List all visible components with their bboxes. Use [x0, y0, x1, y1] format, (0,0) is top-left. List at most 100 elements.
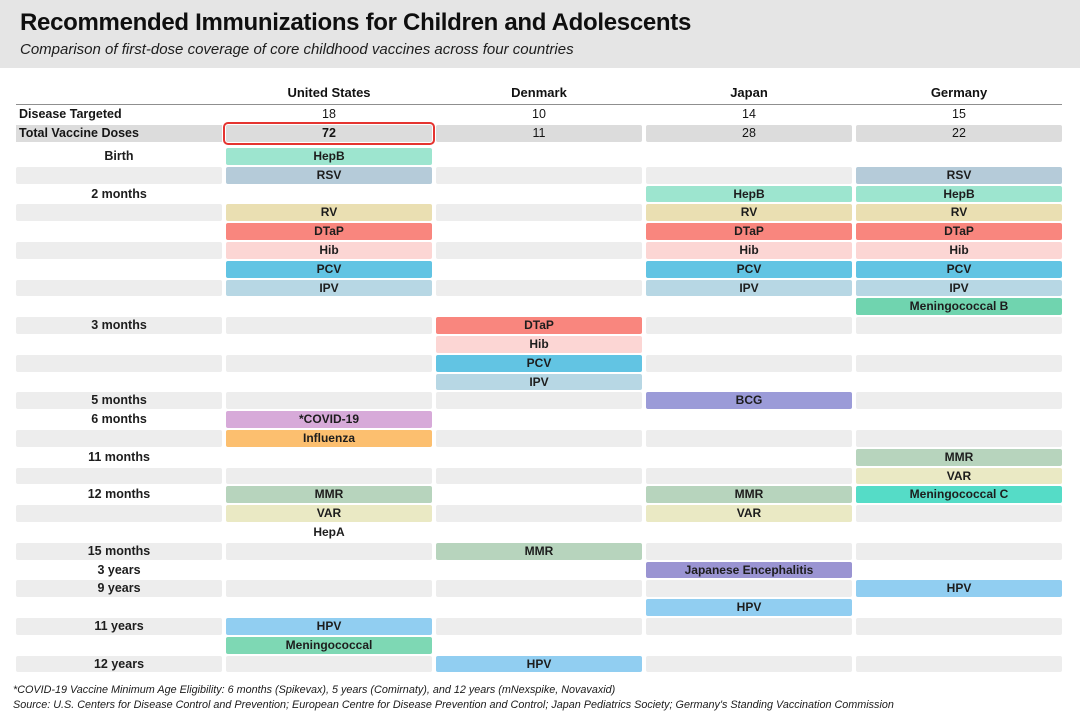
- empty-cell-us: [226, 186, 432, 203]
- empty-cell-germany: [856, 637, 1062, 654]
- schedule-row: Meningococcal: [16, 636, 1062, 655]
- schedule-row: 12 years HPV: [16, 655, 1062, 674]
- vaccine-pill-denmark: PCV: [436, 354, 642, 372]
- footnote-source: Source: U.S. Centers for Disease Control…: [13, 698, 894, 711]
- vaccine-pill-us: MMR: [226, 486, 432, 504]
- vaccine-pill-germany: VAR: [856, 467, 1062, 485]
- schedule-row: Hib Hib Hib: [16, 241, 1062, 260]
- schedule-row: IPV: [16, 373, 1062, 392]
- empty-cell-us: [226, 655, 432, 673]
- age-label: [16, 261, 222, 278]
- page-title: Recommended Immunizations for Children a…: [20, 9, 692, 36]
- vaccine-pill-us: VAR: [226, 505, 432, 522]
- vaccine-pill-japan: VAR: [646, 505, 852, 522]
- vaccine-pill-us: RSV: [226, 166, 432, 184]
- empty-cell-denmark: [436, 186, 642, 203]
- immunization-table: United States Denmark Japan Germany Disease…: [16, 78, 1062, 673]
- vaccine-pill-germany: HepB: [856, 185, 1062, 203]
- empty-cell-denmark: [436, 524, 642, 541]
- empty-cell-denmark: [436, 148, 642, 165]
- vaccine-pill-japan: RV: [646, 204, 852, 222]
- empty-cell-denmark: [436, 429, 642, 447]
- empty-cell-germany: [856, 505, 1062, 522]
- stat-value-us: 18: [322, 107, 336, 121]
- age-label: [16, 204, 222, 222]
- empty-cell-germany: [856, 392, 1062, 410]
- age-label: 2 months: [91, 186, 147, 201]
- empty-cell-denmark: [436, 580, 642, 598]
- empty-cell-denmark: [436, 392, 642, 410]
- empty-cell-us: [226, 467, 432, 485]
- age-label: [16, 223, 222, 240]
- empty-cell-denmark: [436, 204, 642, 222]
- country-header-row: United States Denmark Japan Germany: [16, 78, 1062, 105]
- stat-value-japan: 28: [646, 125, 852, 142]
- empty-cell-japan: [646, 411, 852, 428]
- empty-cell-japan: [646, 336, 852, 353]
- age-label: [16, 637, 222, 654]
- schedule-row: RSV RSV: [16, 166, 1062, 185]
- age-label: 15 months: [16, 542, 222, 560]
- empty-cell-denmark: [436, 505, 642, 522]
- vaccine-pill-us: RV: [226, 204, 432, 222]
- stat-value-denmark: 10: [532, 107, 546, 121]
- age-label: 11 months: [88, 449, 150, 464]
- empty-cell-us: [226, 298, 432, 315]
- vaccine-pill-denmark: HPV: [436, 655, 642, 673]
- schedule-row: Influenza: [16, 429, 1062, 448]
- schedule-row: 3 months DTaP: [16, 316, 1062, 335]
- age-label: 3 years: [97, 562, 141, 577]
- schedule-row: Birth HepB: [16, 147, 1062, 166]
- empty-cell-germany: [856, 354, 1062, 372]
- vaccine-pill-germany: PCV: [856, 260, 1062, 278]
- empty-cell-japan: [646, 298, 852, 315]
- empty-cell-us: [226, 354, 432, 372]
- age-label: 11 years: [16, 617, 222, 635]
- empty-cell-us: [226, 374, 432, 391]
- vaccine-pill-japan: IPV: [646, 279, 852, 297]
- age-label: 12 months: [87, 487, 151, 502]
- vaccine-pill-japan: BCG: [646, 392, 852, 410]
- empty-cell-denmark: [436, 562, 642, 579]
- vaccine-pill-japan: Hib: [646, 241, 852, 259]
- vaccine-pill-japan: HPV: [646, 599, 852, 616]
- empty-cell-germany: [856, 524, 1062, 541]
- vaccine-pill-germany: MMR: [856, 448, 1062, 466]
- vaccine-pill-us: HepA: [313, 524, 345, 539]
- schedule-row: IPV IPV IPV: [16, 279, 1062, 298]
- age-label: [16, 166, 222, 184]
- age-label: [16, 524, 222, 541]
- vaccine-pill-us: HepB: [226, 148, 432, 165]
- vaccine-pill-germany: RV: [856, 204, 1062, 222]
- age-label: 12 years: [16, 655, 222, 673]
- empty-cell-germany: [856, 562, 1062, 579]
- empty-cell-us: [226, 580, 432, 598]
- vaccine-pill-japan: HepB: [646, 185, 852, 203]
- vaccine-pill-denmark: Hib: [436, 335, 642, 353]
- schedule-row: 11 years HPV: [16, 617, 1062, 636]
- schedule-row: PCV: [16, 354, 1062, 373]
- vaccine-pill-germany: HPV: [856, 580, 1062, 598]
- column-header-germany: Germany: [930, 85, 988, 100]
- stat-row-label: Disease Targeted: [19, 107, 122, 121]
- empty-cell-denmark: [436, 241, 642, 259]
- empty-cell-japan: [646, 655, 852, 673]
- empty-cell-japan: [646, 542, 852, 560]
- empty-cell-germany: [856, 617, 1062, 635]
- vaccine-pill-us: DTaP: [226, 223, 432, 240]
- age-label: Birth: [104, 149, 134, 163]
- age-label: [16, 599, 222, 616]
- schedule-row: HepA: [16, 523, 1062, 542]
- vaccine-pill-us: HPV: [226, 617, 432, 635]
- schedule-row: 11 months MMR: [16, 448, 1062, 467]
- schedule-row: 9 years HPV: [16, 579, 1062, 598]
- stat-row: Total Vaccine Doses 72 11 28 22: [16, 122, 1062, 145]
- vaccine-pill-denmark: IPV: [436, 373, 642, 391]
- vaccine-pill-japan: PCV: [646, 260, 852, 278]
- stat-value-germany: 15: [952, 107, 966, 121]
- empty-cell-japan: [646, 580, 852, 598]
- empty-cell-japan: [646, 374, 852, 391]
- empty-cell-germany: [856, 542, 1062, 560]
- stat-value-japan: 14: [742, 107, 756, 121]
- empty-cell-denmark: [436, 411, 642, 428]
